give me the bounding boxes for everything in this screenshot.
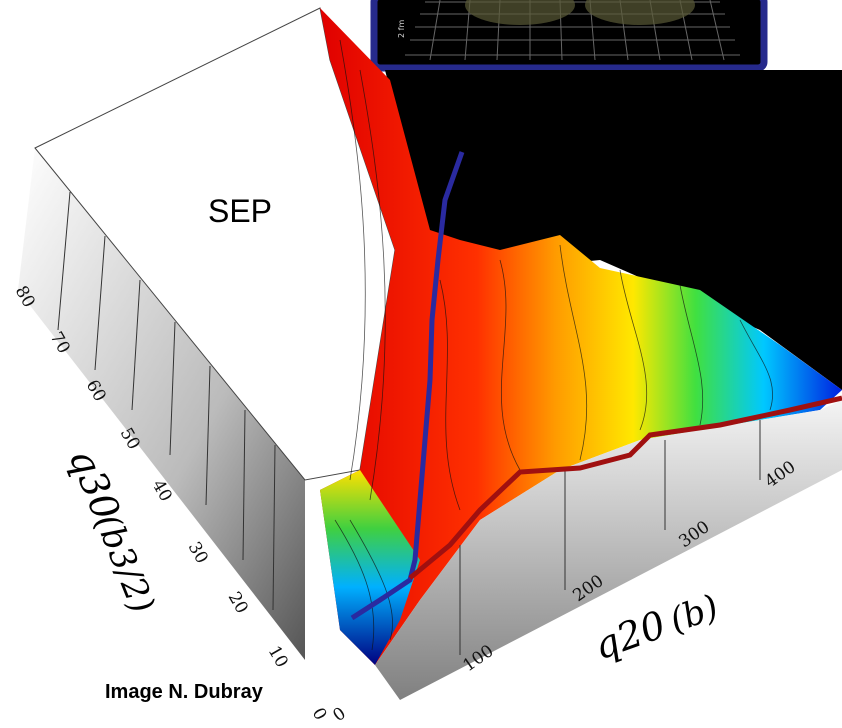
base-lines [459,420,761,655]
energy-surface-low [320,470,420,665]
axis-unit: (b) [665,587,724,641]
contours [334,39,774,651]
sep-label: SEP [208,193,272,229]
q20-axis-title: q20 (b) [588,587,724,668]
inset-blob [465,0,575,25]
q30-tick-label: 30 [184,539,212,568]
fission-path [350,151,465,621]
q30-tick-label: 20 [224,589,252,618]
energy-surface [320,8,842,665]
credit: Image N. Dubray [105,681,264,703]
q30-axis-title: q30 (b3/2) [60,442,163,619]
box-lines [57,191,276,611]
inset-blob [585,0,695,25]
axis-unit: (b3/2) [87,508,163,618]
axis-title: q20 [588,602,671,668]
base-face [375,400,842,700]
q20-tick-label: 0 [329,704,349,727]
q30-tick-label: 10 [264,643,292,672]
box-left-face [18,148,305,660]
fission-path-alt [408,395,842,580]
inset-scale: 2 fm [397,20,406,38]
q30-tick-label: 0 [308,705,331,724]
